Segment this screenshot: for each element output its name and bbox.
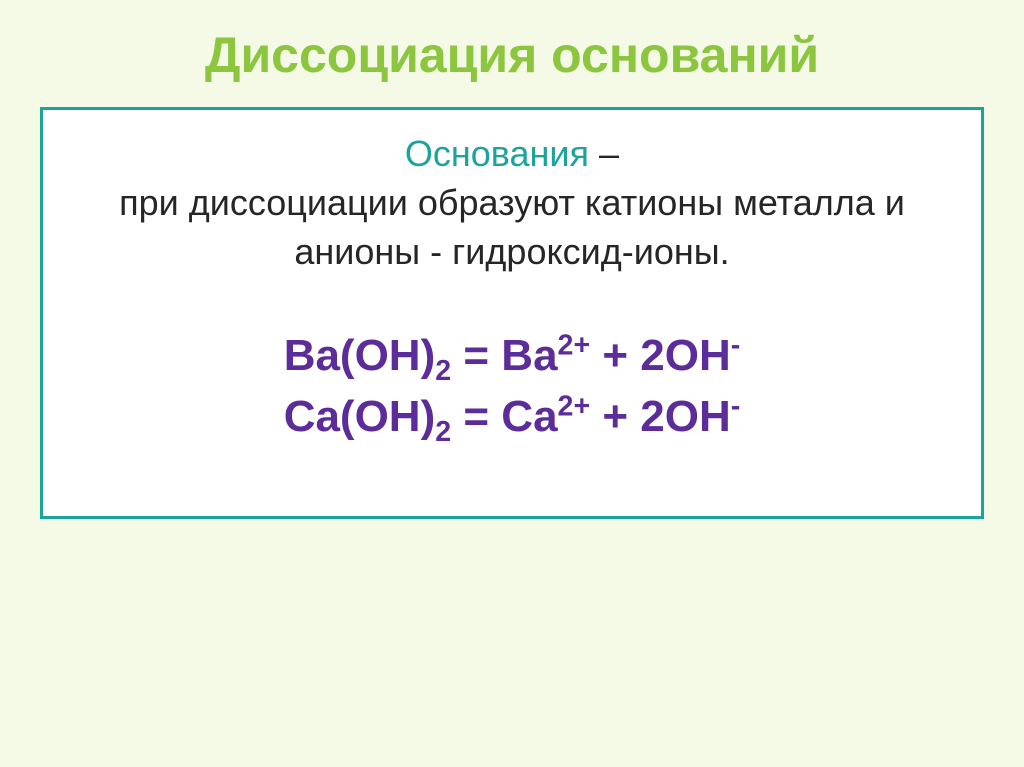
definition-dash: – — [589, 133, 619, 174]
equation-1: Ba(OH)2 = Ba2+ + 2OH- — [73, 326, 951, 387]
slide: Диссоциация оснований Основания – при ди… — [0, 0, 1024, 767]
definition-term-line: Основания – — [73, 132, 951, 175]
slide-title: Диссоциация оснований — [40, 28, 984, 83]
definition-body: при диссоциации образуют катионы металла… — [73, 179, 951, 276]
equation-2: Ca(OH)2 = Ca2+ + 2OH- — [73, 387, 951, 448]
equations-container: Ba(OH)2 = Ba2+ + 2OH-Ca(OH)2 = Ca2+ + 2O… — [73, 326, 951, 447]
definition-term: Основания — [405, 133, 589, 174]
content-box: Основания – при диссоциации образуют кат… — [40, 107, 984, 519]
